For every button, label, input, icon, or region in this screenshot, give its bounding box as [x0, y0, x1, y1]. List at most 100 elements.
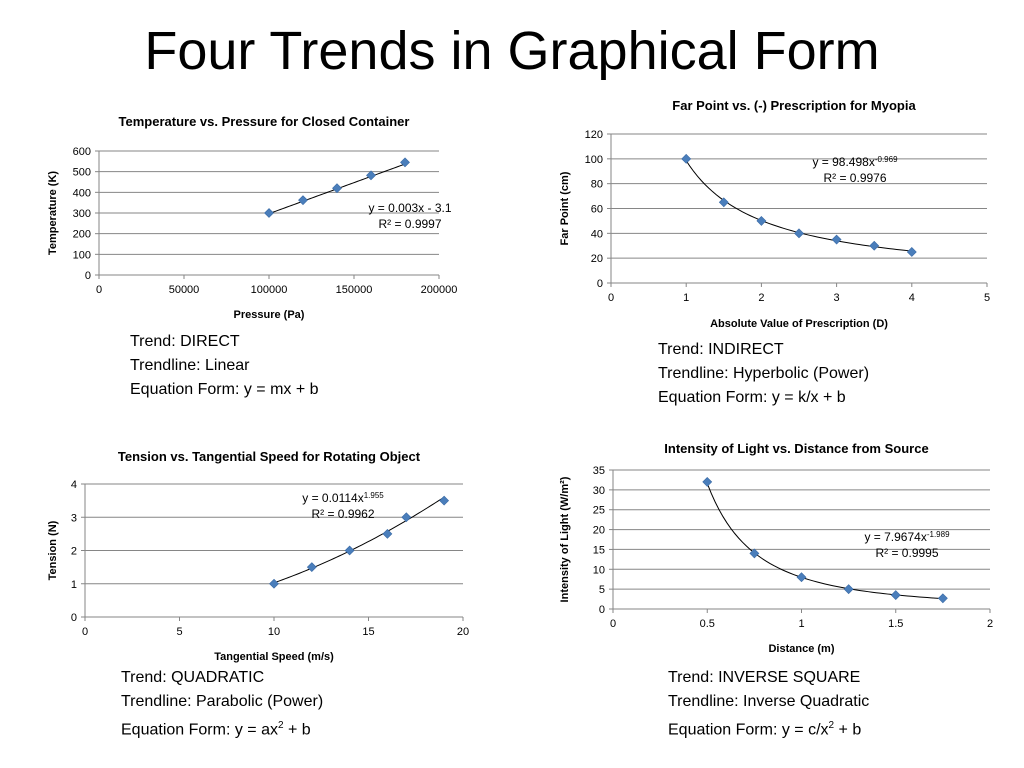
- equation-text: Equation Form: y = ax: [121, 721, 278, 739]
- data-point: [264, 208, 274, 218]
- caption-trend: Trend: INVERSE SQUARE: [668, 669, 861, 686]
- caption-trendline: Trendline: Inverse Quadratic: [668, 693, 870, 710]
- equation-exponent: -0.969: [875, 155, 898, 164]
- trend-equation: y = 0.003x - 3.1: [368, 201, 451, 215]
- data-point: [890, 590, 901, 601]
- chart-title: Tension vs. Tangential Speed for Rotatin…: [118, 449, 421, 464]
- data-point: [843, 584, 854, 595]
- x-tick-label: 0: [610, 618, 616, 630]
- y-tick-label: 30: [593, 485, 605, 497]
- x-tick-label: 150000: [336, 284, 373, 296]
- y-tick-label: 120: [585, 129, 603, 141]
- chart-svg: Tension vs. Tangential Speed for Rotatin…: [47, 449, 469, 663]
- equation-exponent: 2: [277, 720, 284, 731]
- data-point: [269, 578, 279, 589]
- x-tick-label: 100000: [251, 284, 288, 296]
- caption-equation: Equation Form: y = ax2 + b: [121, 714, 323, 742]
- y-tick-label: 600: [73, 146, 91, 158]
- x-axis-label: Tangential Speed (m/s): [214, 651, 334, 663]
- equation-text: y = 0.0114x: [302, 491, 364, 505]
- y-axis-label: Temperature (K): [47, 171, 59, 255]
- caption-trend: Trend: INDIRECT: [658, 341, 784, 358]
- r-squared: R² = 0.9997: [378, 217, 441, 231]
- y-tick-label: 2: [71, 546, 77, 558]
- y-tick-label: 0: [71, 612, 77, 624]
- x-tick-label: 200000: [421, 284, 458, 296]
- equation-text: R² = 0.9997: [378, 217, 441, 231]
- chart-title: Temperature vs. Pressure for Closed Cont…: [119, 114, 410, 129]
- caption-indirect: Trend: INDIRECT Trendline: Hyperbolic (P…: [658, 338, 869, 410]
- x-tick-label: 0: [608, 292, 614, 304]
- equation-text: R² = 0.9976: [823, 171, 886, 185]
- data-point: [831, 234, 842, 245]
- data-point: [344, 545, 355, 556]
- x-tick-label: 15: [362, 626, 374, 638]
- data-point: [382, 528, 393, 539]
- chart-svg: Far Point vs. (-) Prescription for Myopi…: [559, 98, 990, 330]
- chart-far-point-vs-prescription: Far Point vs. (-) Prescription for Myopi…: [555, 95, 1000, 335]
- caption-trend: Trend: DIRECT: [130, 333, 240, 350]
- x-axis-label: Distance (m): [768, 643, 834, 655]
- y-tick-label: 0: [85, 270, 91, 282]
- r-squared: R² = 0.9995: [875, 546, 938, 560]
- r-squared: R² = 0.9976: [823, 171, 886, 185]
- y-tick-label: 300: [73, 208, 91, 220]
- data-point: [439, 495, 450, 506]
- caption-trendline: Trendline: Linear: [130, 357, 250, 374]
- y-tick-label: 400: [73, 187, 91, 199]
- equation-text: + b: [834, 721, 862, 739]
- equation-text: R² = 0.9995: [875, 546, 938, 560]
- equation-exponent: 1.955: [364, 491, 385, 500]
- trendline: [273, 496, 445, 584]
- data-point: [756, 215, 767, 226]
- equation-text: Equation Form: y = k/x + b: [658, 389, 846, 406]
- data-point: [400, 157, 410, 168]
- chart-temperature-vs-pressure: Temperature vs. Pressure for Closed Cont…: [40, 108, 470, 333]
- chart-intensity-vs-distance: Intensity of Light vs. Distance from Sou…: [555, 438, 1000, 668]
- x-tick-label: 0: [82, 626, 88, 638]
- x-tick-label: 0: [96, 284, 102, 296]
- data-point: [718, 197, 729, 208]
- data-point: [702, 476, 713, 487]
- y-tick-label: 20: [593, 525, 605, 537]
- caption-inverse-square: Trend: INVERSE SQUARE Trendline: Inverse…: [668, 666, 869, 742]
- y-tick-label: 500: [73, 167, 91, 179]
- y-tick-label: 100: [585, 154, 603, 166]
- equation-text: Equation Form: y = mx + b: [130, 381, 319, 398]
- equation-exponent: -1.989: [927, 530, 950, 539]
- chart-svg: Temperature vs. Pressure for Closed Cont…: [47, 114, 458, 321]
- y-tick-label: 10: [593, 564, 605, 576]
- x-tick-label: 5: [176, 626, 182, 638]
- x-tick-label: 2: [987, 618, 993, 630]
- y-axis-label: Tension (N): [47, 520, 59, 580]
- trend-equation: y = 7.9674x-1.989: [864, 530, 950, 545]
- x-tick-label: 1: [683, 292, 689, 304]
- trendline: [706, 483, 943, 600]
- y-tick-label: 35: [593, 465, 605, 477]
- x-tick-label: 0.5: [700, 618, 715, 630]
- x-tick-label: 4: [909, 292, 915, 304]
- x-tick-label: 20: [457, 626, 469, 638]
- data-point: [298, 195, 308, 206]
- equation-text: R² = 0.9962: [311, 507, 374, 521]
- caption-quadratic: Trend: QUADRATIC Trendline: Parabolic (P…: [121, 666, 323, 742]
- slide-title: Four Trends in Graphical Form: [144, 21, 880, 81]
- equation-text: Equation Form: y = c/x: [668, 721, 829, 739]
- x-tick-label: 10: [268, 626, 280, 638]
- caption-equation: Equation Form: y = k/x + b: [658, 386, 869, 410]
- chart-tension-vs-speed: Tension vs. Tangential Speed for Rotatin…: [40, 445, 480, 670]
- data-point: [681, 153, 692, 164]
- y-tick-label: 80: [591, 179, 603, 191]
- data-point: [937, 593, 948, 604]
- caption-trendline: Trendline: Hyperbolic (Power): [658, 365, 870, 382]
- y-tick-label: 4: [71, 479, 77, 491]
- trend-equation: y = 98.498x-0.969: [812, 155, 898, 170]
- x-tick-label: 5: [984, 292, 990, 304]
- y-tick-label: 200: [73, 229, 91, 241]
- equation-text: y = 7.9674x: [864, 530, 926, 544]
- data-point: [794, 228, 804, 239]
- y-tick-label: 20: [591, 253, 603, 265]
- y-tick-label: 15: [593, 544, 605, 556]
- x-axis-label: Absolute Value of Prescription (D): [710, 318, 888, 330]
- caption-equation: Equation Form: y = mx + b: [130, 378, 319, 402]
